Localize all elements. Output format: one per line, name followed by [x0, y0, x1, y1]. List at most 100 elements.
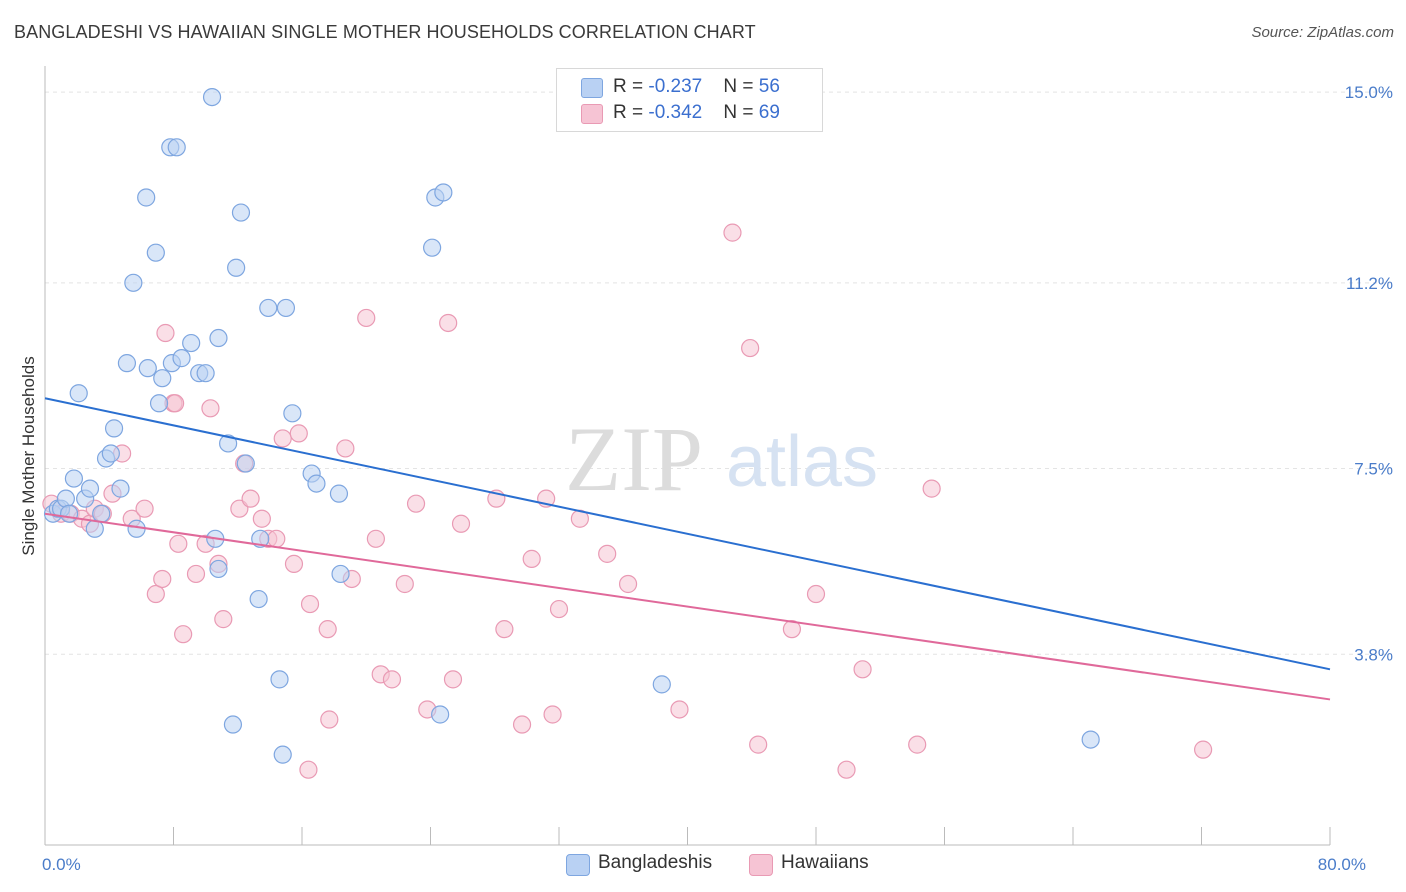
hawaiian-point [908, 735, 927, 754]
y-tick-label: 11.2% [1346, 274, 1393, 293]
hawaiian-point [252, 509, 271, 528]
hawaiian-point [174, 625, 193, 644]
hawaiian-point [443, 670, 463, 689]
bangladeshi-point [307, 474, 326, 493]
bangladeshi-point [101, 444, 120, 463]
hawaiian-point [522, 549, 541, 568]
bangladeshi-point [283, 404, 302, 423]
hawaiian-point [366, 529, 385, 548]
trend-lines [44, 397, 1331, 701]
bangladeshi-point [104, 419, 124, 438]
hawaiian-point [156, 323, 175, 343]
bangladeshi-point [182, 333, 201, 353]
hawaiian-point [806, 584, 826, 604]
hawaiian-point [289, 424, 308, 443]
hawaiian-point [723, 223, 742, 242]
bangladeshi-point [146, 243, 165, 262]
hawaiian-point [169, 534, 188, 553]
hawaiian-point [299, 760, 318, 779]
bangladeshi-point [273, 745, 292, 764]
legend-n-value: 69 [758, 102, 780, 123]
hawaiian-point [166, 394, 185, 413]
hawaiian-point [382, 670, 402, 689]
hawaiian-trend-line [44, 512, 1331, 701]
hawaiian-point [1194, 740, 1213, 759]
bangladeshi-point [64, 469, 84, 488]
bangladeshi-point [1081, 730, 1100, 749]
grid [45, 91, 1392, 655]
bangladeshi-point [69, 384, 88, 403]
hawaiian-point [300, 594, 320, 614]
bangladeshi-point [270, 670, 289, 689]
bangladeshi-point [56, 489, 75, 508]
hawaiian-point [598, 544, 617, 563]
bottom-legend-label: Hawaiians [781, 852, 869, 873]
bangladeshi-point [80, 479, 100, 498]
hawaiian-point [406, 494, 426, 513]
bangladeshi-point [431, 705, 450, 724]
bangladeshi-point [59, 504, 79, 523]
hawaiian-point [495, 620, 514, 639]
bangladeshi-point [92, 504, 111, 523]
x-tick-label: 80.0% [1318, 855, 1366, 874]
data-points [42, 87, 1213, 779]
bangladeshi-point [434, 183, 453, 202]
hawaiian-point [741, 338, 760, 358]
y-tick-label: 3.8% [1354, 645, 1393, 664]
bangladeshi-trend-line [44, 397, 1331, 671]
hawaiian-point [146, 584, 165, 604]
hawaiian-point [357, 308, 376, 328]
hawaiian-point [135, 499, 154, 518]
hawaiian-point [214, 610, 233, 629]
legend-swatch-blue [581, 78, 603, 98]
legend-r-value: -0.342 [648, 102, 703, 123]
legend-n-label: N = [723, 76, 759, 97]
bangladeshi-point [167, 138, 186, 157]
bangladeshi-point [219, 434, 238, 453]
bangladeshi-point [259, 298, 278, 318]
bangladeshi-point [236, 454, 255, 473]
bangladeshi-point [423, 238, 442, 257]
hawaiian-point [853, 660, 872, 679]
bangladeshi-point [172, 349, 191, 368]
hawaiian-point [284, 554, 304, 574]
legend-swatch-pink [581, 104, 603, 124]
bangladeshi-point [117, 354, 137, 373]
hawaiian-point [549, 599, 569, 619]
bangladeshi-point [231, 203, 251, 222]
hawaiian-point [618, 574, 638, 594]
tick-labels: 3.8% 7.5% 11.2% 15.0% 0.0% 80.0% [42, 83, 1393, 874]
legend-r-label: R = [613, 76, 649, 97]
watermark: ZIP atlas [565, 408, 878, 510]
hawaiian-point [186, 564, 206, 584]
legend-n-value: 56 [758, 76, 780, 97]
hawaiian-point [201, 399, 220, 418]
bangladeshi-point [209, 559, 228, 579]
legend-n-label: N = [723, 102, 759, 123]
hawaiian-point [439, 313, 458, 333]
bottom-legend-swatch-pink [749, 854, 773, 876]
bottom-legend-swatch-blue [566, 854, 590, 876]
hawaiian-point [241, 489, 260, 508]
hawaiian-point [749, 735, 768, 754]
bangladeshi-point [111, 479, 130, 498]
y-tick-label: 7.5% [1354, 460, 1393, 479]
bangladeshi-point [202, 87, 222, 107]
y-tick-label: 15.0% [1345, 83, 1393, 102]
bangladeshi-point [138, 359, 157, 378]
correlation-legend: R = -0.237 N = 56 R = -0.342 N = 69 [556, 68, 823, 132]
hawaiian-point [451, 514, 471, 533]
bangladeshi-point [249, 589, 268, 609]
bangladeshi-point [137, 188, 156, 207]
watermark-zip: ZIP [565, 408, 703, 510]
hawaiian-point [267, 529, 286, 548]
hawaiian-point [320, 710, 339, 729]
bottom-legend-label: Bangladeshis [598, 852, 713, 873]
bangladeshi-point [329, 484, 349, 503]
hawaiian-point [153, 569, 172, 589]
bangladeshi-point [331, 564, 350, 584]
bangladeshi-point [124, 273, 143, 292]
hawaiian-point [670, 700, 689, 719]
chart-title: BANGLADESHI VS HAWAIIAN SINGLE MOTHER HO… [14, 22, 756, 42]
